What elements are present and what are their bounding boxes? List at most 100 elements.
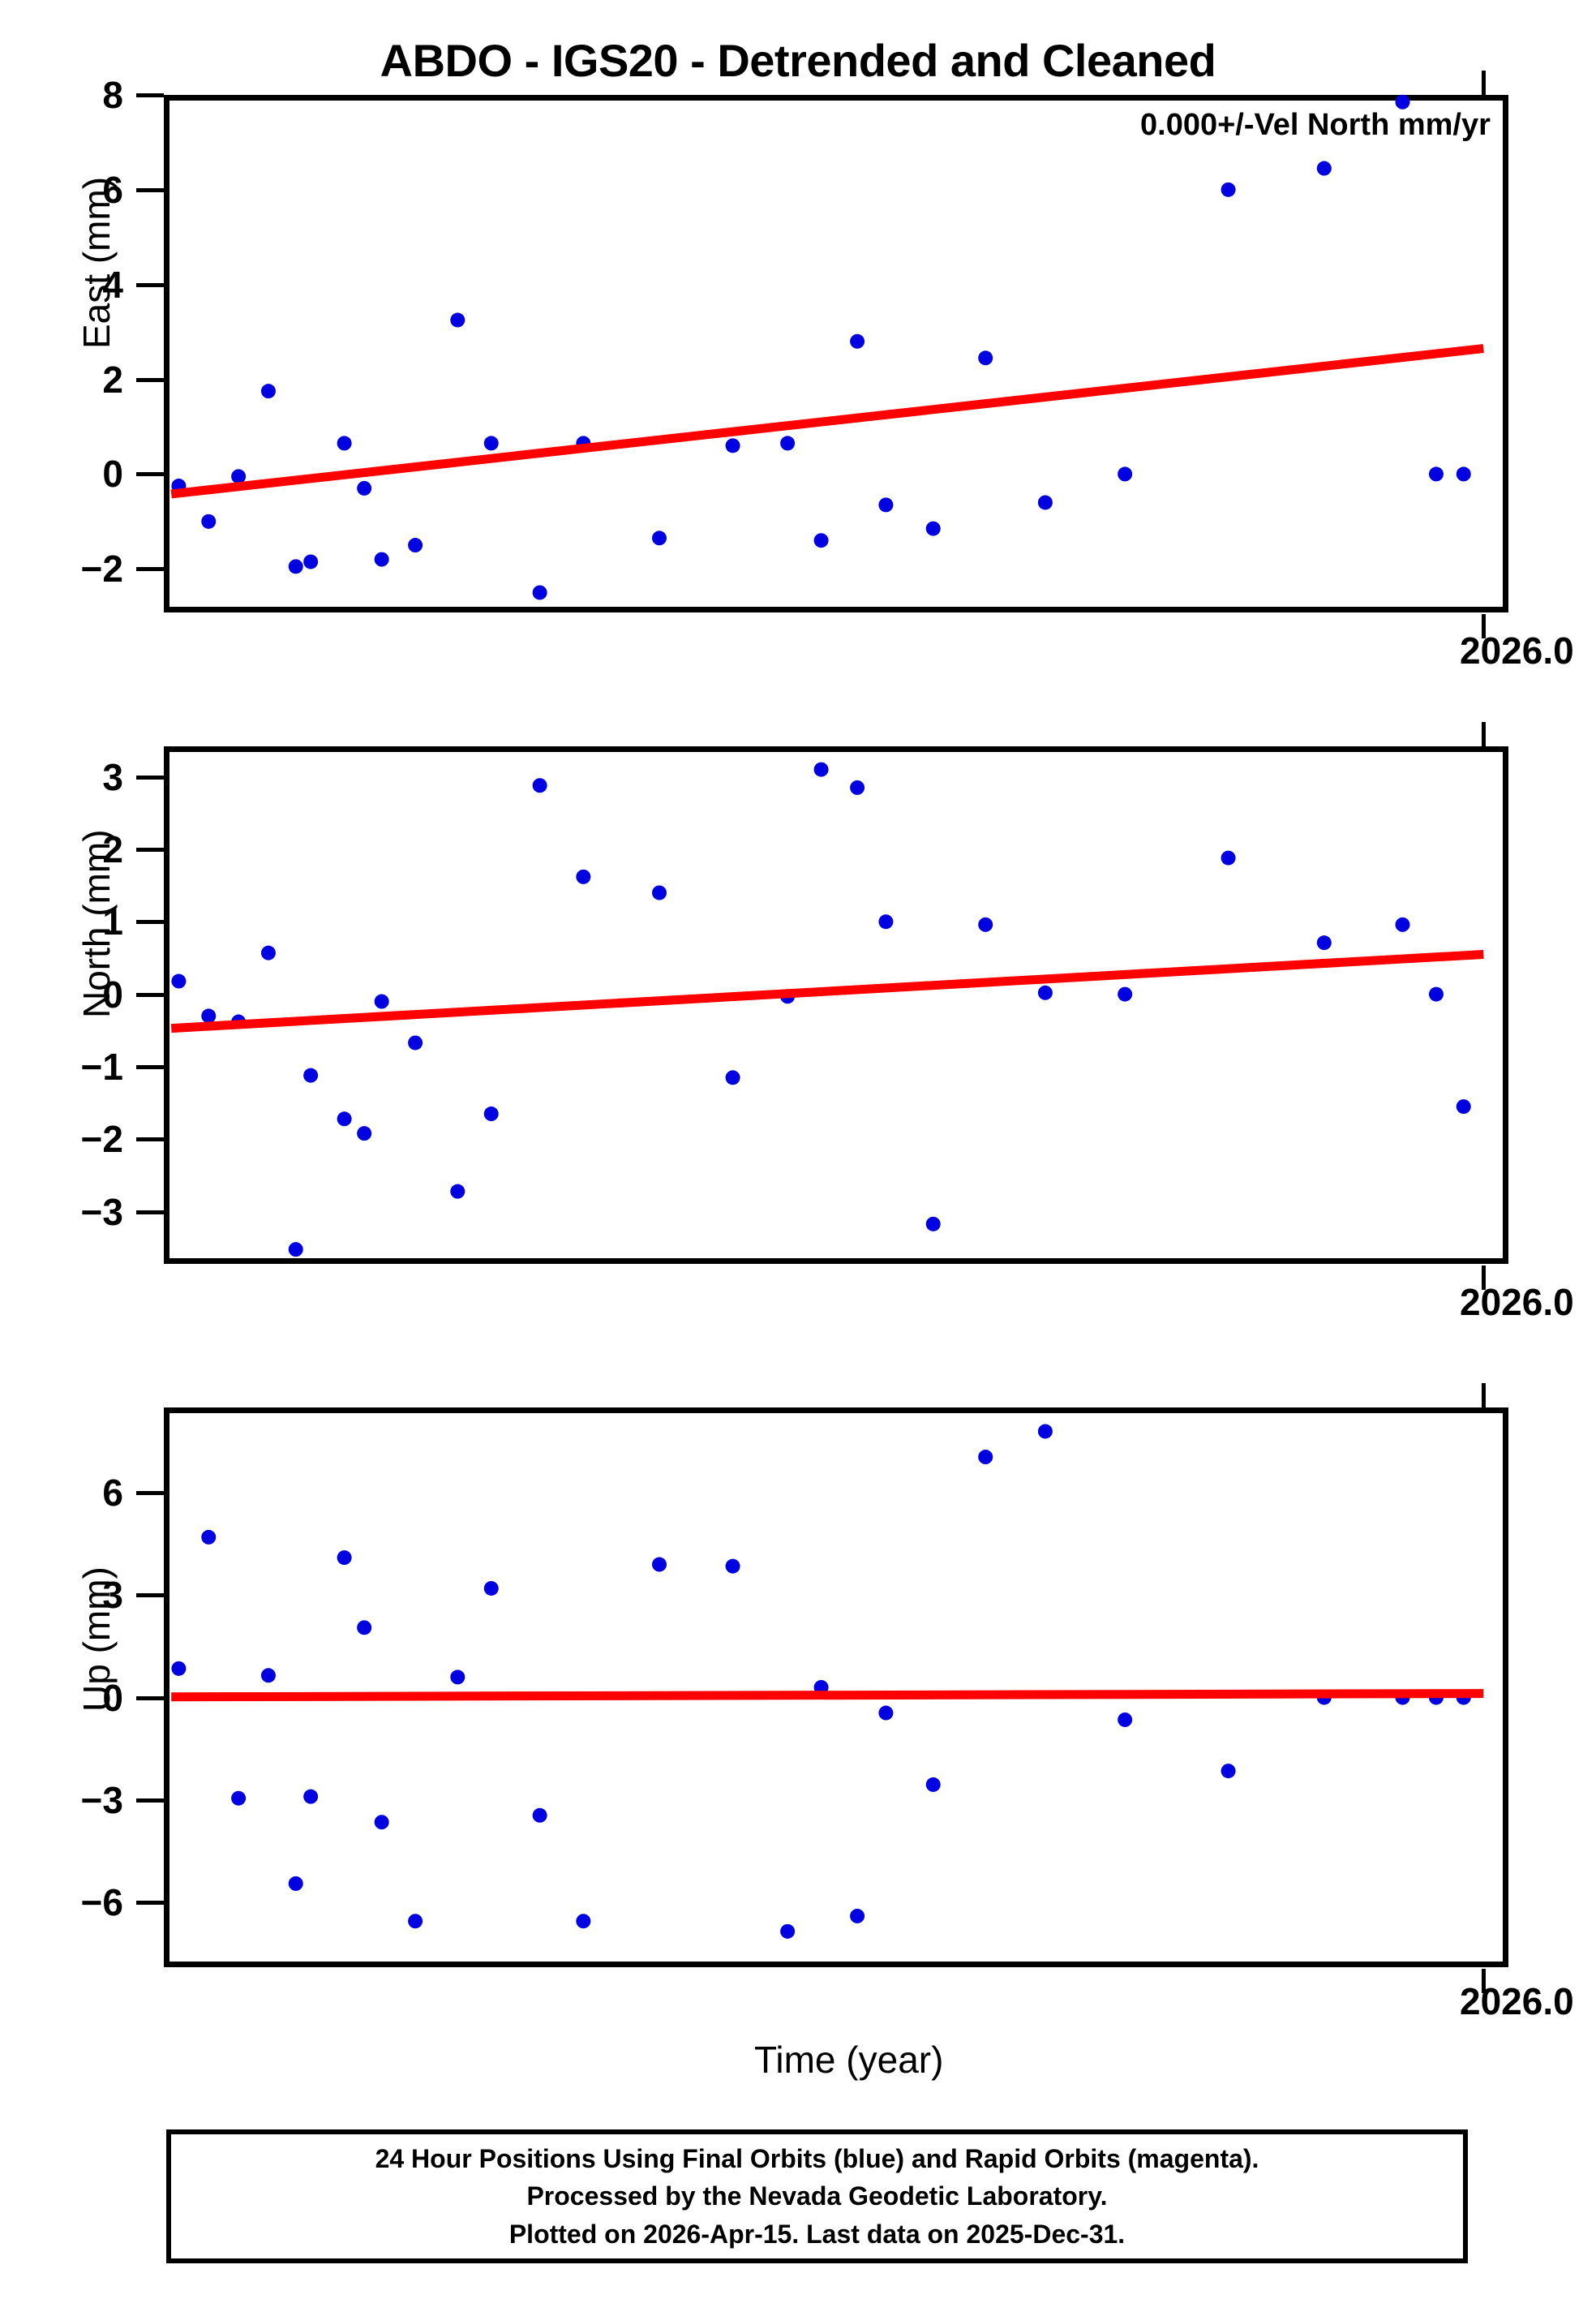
data-point [1395, 917, 1410, 932]
y-tick-label: 2 [102, 827, 123, 870]
y-tick-label: −6 [80, 1881, 123, 1924]
y-tick-label: 1 [102, 900, 123, 943]
data-point [978, 917, 993, 932]
y-tick-label: 6 [102, 168, 123, 211]
y-tick-mark [136, 847, 164, 852]
data-point [1428, 466, 1444, 482]
data-point [231, 1790, 247, 1806]
data-point [357, 1620, 372, 1635]
y-tick-mark [136, 567, 164, 572]
x-tick-mark [1482, 1266, 1487, 1290]
trend-line [171, 1689, 1484, 1702]
y-tick-mark [136, 472, 164, 477]
data-point [483, 436, 499, 451]
data-point [374, 994, 389, 1009]
data-point [1316, 935, 1332, 951]
trend-line [170, 949, 1484, 1033]
y-tick-mark [136, 992, 164, 997]
data-point [288, 559, 303, 574]
data-point [1037, 495, 1053, 510]
velocity-annotation: 0.000+/-Vel North mm/yr [1140, 108, 1491, 142]
data-point [978, 1450, 993, 1465]
data-point [576, 869, 591, 884]
panel-up-xend-label: 2026.0 [1460, 1980, 1574, 2022]
data-point [725, 1070, 740, 1085]
data-point [408, 1035, 423, 1051]
data-point [408, 1914, 423, 1929]
x-tick-mark [1482, 71, 1487, 95]
data-point [260, 945, 276, 960]
data-point [1118, 466, 1133, 482]
data-point [337, 436, 352, 451]
data-point [201, 1008, 217, 1024]
panel-east [164, 94, 1508, 612]
y-tick-label: 6 [102, 1472, 123, 1515]
data-point [813, 533, 829, 548]
data-point [652, 1557, 667, 1572]
y-tick-mark [136, 1491, 164, 1496]
data-point [1428, 986, 1444, 1002]
data-point [337, 1550, 352, 1566]
trend-line [170, 344, 1484, 499]
data-point [652, 531, 667, 546]
data-point [408, 538, 423, 553]
data-point [483, 1580, 499, 1596]
data-point [925, 1777, 941, 1792]
y-tick-label: −3 [80, 1190, 123, 1233]
y-tick-mark [136, 1064, 164, 1069]
data-point [1118, 986, 1133, 1002]
x-tick-mark [1482, 1383, 1487, 1407]
y-tick-label: −1 [80, 1045, 123, 1088]
y-tick-mark [136, 775, 164, 780]
y-tick-mark [136, 1137, 164, 1142]
data-point [260, 384, 276, 399]
data-point [1316, 161, 1332, 176]
data-point [201, 514, 217, 529]
data-point [1456, 1099, 1471, 1115]
y-tick-label: 4 [102, 263, 123, 306]
y-tick-label: 3 [102, 1574, 123, 1617]
panel-up-plot-area [171, 1424, 1484, 1939]
data-point [450, 1184, 466, 1199]
data-point [171, 973, 187, 989]
panel-north [164, 746, 1508, 1264]
data-point [288, 1876, 303, 1891]
panel-north-plot-area [170, 762, 1484, 1257]
data-point [450, 1669, 466, 1685]
panel-up-frame [164, 1407, 1508, 1967]
data-point [1221, 1764, 1236, 1779]
panel-north-axis-label: North (mm) [75, 829, 118, 1018]
data-point [260, 1668, 276, 1683]
data-point [925, 1216, 941, 1231]
data-point [576, 1914, 591, 1929]
panel-up [164, 1407, 1508, 1967]
y-tick-label: 0 [102, 973, 123, 1016]
y-tick-mark [136, 377, 164, 382]
caption-box: 24 Hour Positions Using Final Orbits (bl… [166, 2129, 1468, 2263]
y-tick-mark [136, 187, 164, 192]
data-point [450, 312, 466, 328]
data-point [288, 1242, 303, 1257]
data-point [1221, 182, 1236, 197]
data-point [850, 780, 865, 795]
panel-east-frame [164, 95, 1508, 612]
data-point [652, 885, 667, 900]
data-point [1395, 94, 1410, 110]
y-tick-mark [136, 93, 164, 97]
data-point [303, 1789, 319, 1804]
data-point [1221, 850, 1236, 866]
data-point [532, 585, 547, 600]
y-tick-label: −2 [80, 548, 123, 591]
data-point [532, 1807, 547, 1823]
data-point [201, 1529, 217, 1545]
y-tick-label: 2 [102, 358, 123, 401]
data-point [357, 480, 372, 496]
y-tick-mark [136, 1695, 164, 1700]
y-tick-mark [136, 1593, 164, 1598]
data-point [357, 1126, 372, 1141]
data-point [813, 762, 829, 777]
caption-line-2: Processed by the Nevada Geodetic Laborat… [526, 2181, 1108, 2211]
data-point [725, 438, 740, 453]
panel-east-plot-area [170, 94, 1484, 600]
